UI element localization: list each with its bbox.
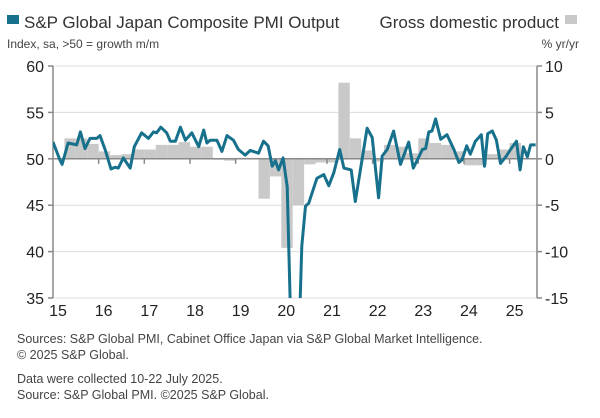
right-tick-label: -5 (545, 198, 559, 215)
footer-sources-line2: © 2025 S&P Global. (17, 348, 129, 362)
gdp-bar (509, 143, 522, 159)
gdp-bar (498, 149, 510, 159)
x-tick-label: 17 (140, 303, 158, 320)
x-tick-label: 16 (95, 303, 113, 320)
right-tick-label: -15 (545, 291, 568, 308)
gdp-bar (132, 149, 145, 159)
x-tick-label: 22 (369, 303, 387, 320)
gdp-bar (486, 154, 499, 159)
gdp-bar (452, 151, 464, 159)
footer-collected: Data were collected 10-22 July 2025. (17, 372, 223, 386)
gdp-bar (167, 144, 179, 159)
gdp-bar (87, 143, 99, 159)
gdp-bar (315, 158, 327, 163)
gdp-bar (269, 158, 282, 177)
footer-source: Source: S&P Global PMI. ©2025 S&P Global… (17, 388, 269, 402)
gdp-bar (75, 138, 88, 159)
left-tick-label: 50 (26, 152, 44, 169)
gdp-bar (178, 142, 190, 159)
left-tick-label: 55 (26, 105, 44, 122)
x-tick-label: 15 (49, 303, 67, 320)
gdp-bar (292, 158, 305, 206)
gdp-bar (155, 144, 168, 159)
gdp-bar (384, 144, 396, 159)
x-tick-label: 25 (506, 303, 524, 320)
x-tick-label: 21 (323, 303, 341, 320)
gdp-bar (304, 158, 316, 165)
right-tick-label: 0 (545, 152, 554, 169)
right-axis-label: % yr/yr (542, 37, 579, 51)
gdp-bar (349, 138, 362, 159)
x-tick-label: 19 (232, 303, 250, 320)
gdp-bar (441, 144, 453, 159)
right-tick-label: -10 (545, 245, 568, 262)
gdp-bar (429, 143, 442, 159)
gdp-bar (326, 158, 339, 163)
left-tick-label: 60 (26, 59, 44, 76)
x-tick-label: 23 (414, 303, 432, 320)
gdp-bar (395, 146, 407, 159)
gdp-bar (189, 146, 202, 159)
legend-gdp-label: Gross domestic product (379, 13, 559, 32)
legend-pmi-label: S&P Global Japan Composite PMI Output (24, 13, 340, 32)
legend-gdp-swatch (565, 15, 577, 24)
gdp-bar (144, 149, 156, 159)
right-tick-label: 10 (545, 59, 563, 76)
left-axis-label: Index, sa, >50 = growth m/m (7, 37, 159, 51)
gdp-bar (224, 158, 236, 161)
x-tick-label: 20 (277, 303, 295, 320)
gdp-bar (98, 151, 111, 159)
right-tick-label: 5 (545, 105, 554, 122)
gdp-bar (258, 158, 270, 199)
gdp-bar (201, 146, 213, 159)
gdp-bar (121, 154, 133, 159)
gdp-bar (372, 158, 385, 162)
gdp-bar (64, 138, 76, 159)
x-tick-label: 24 (460, 303, 478, 320)
left-tick-label: 40 (26, 245, 44, 262)
gdp-bar (110, 155, 122, 159)
gdp-bar (463, 158, 476, 166)
left-tick-label: 45 (26, 198, 44, 215)
gdp-bar (338, 82, 350, 159)
footer-sources-line1: Sources: S&P Global PMI, Cabinet Office … (17, 332, 483, 346)
gdp-bar (361, 150, 373, 159)
left-tick-label: 35 (26, 291, 44, 308)
x-tick-label: 18 (186, 303, 204, 320)
gdp-bar (475, 158, 487, 166)
legend-pmi-swatch (7, 15, 19, 24)
